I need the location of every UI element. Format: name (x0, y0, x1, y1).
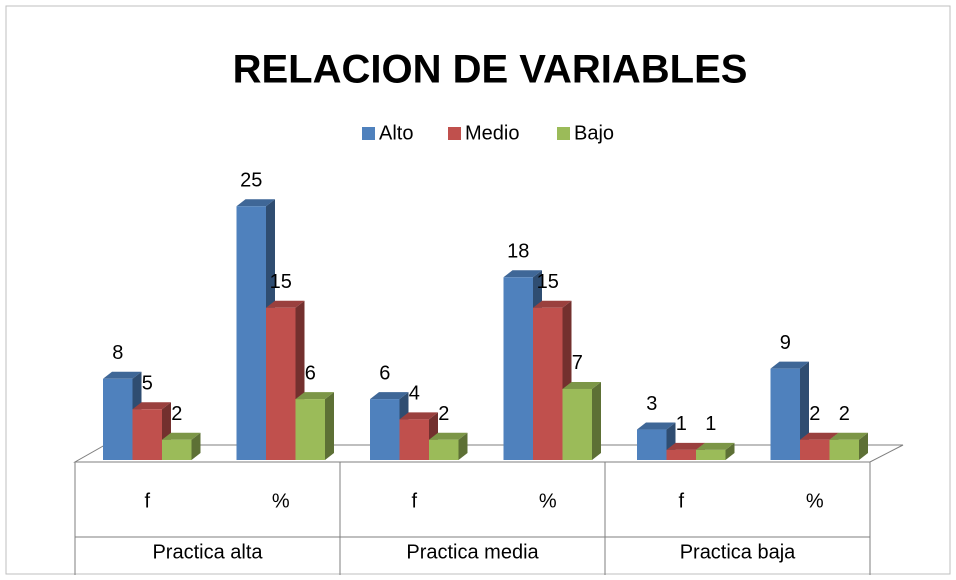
data-label: 9 (780, 332, 791, 354)
bar-top (266, 300, 305, 308)
bar (236, 206, 266, 460)
bar-side (325, 392, 334, 460)
bar (829, 439, 859, 460)
bar (370, 399, 400, 460)
legend-swatch (448, 127, 461, 140)
bar (533, 307, 563, 460)
bar (637, 429, 667, 460)
group-label: Practica baja (680, 541, 796, 563)
data-label: 25 (240, 170, 262, 192)
bar-side (191, 432, 201, 460)
legend-swatch (557, 127, 570, 140)
bar-top (503, 270, 542, 278)
bar (770, 368, 800, 460)
data-label: 1 (676, 413, 687, 435)
x-tick-label: % (806, 490, 824, 512)
bar-top (132, 402, 171, 410)
bar-top (829, 432, 868, 440)
data-label: 18 (507, 241, 529, 263)
bar (696, 449, 726, 460)
bar (666, 449, 696, 460)
bar (800, 439, 830, 460)
data-label: 15 (270, 271, 292, 293)
group-label: Practica alta (152, 541, 263, 563)
bar (162, 439, 192, 460)
data-label: 2 (809, 403, 820, 425)
bar-top (236, 199, 275, 207)
data-label: 15 (537, 271, 559, 293)
chart-title: RELACION DE VARIABLES (233, 48, 748, 92)
bar-side (458, 432, 468, 460)
data-label: 3 (646, 393, 657, 415)
bar-top (429, 432, 468, 440)
data-label: 2 (171, 403, 182, 425)
data-label: 8 (112, 342, 123, 364)
data-label: 6 (305, 362, 316, 384)
data-label: 2 (438, 403, 449, 425)
bar-top (370, 392, 409, 400)
bar-side (592, 381, 601, 460)
legend-swatch (362, 127, 375, 140)
data-label: 2 (839, 403, 850, 425)
data-label: 5 (142, 373, 153, 395)
bar-top (295, 392, 334, 400)
data-label: 7 (572, 352, 583, 374)
legend-label: Alto (379, 122, 413, 144)
data-label: 4 (409, 383, 420, 405)
legend-label: Bajo (574, 122, 614, 144)
bar (266, 307, 296, 460)
group-label: Practica media (406, 541, 539, 563)
x-tick-label: f (678, 490, 684, 512)
data-label: 6 (379, 362, 390, 384)
x-tick-label: f (144, 490, 150, 512)
bar-side (725, 442, 735, 460)
x-tick-label: f (411, 490, 417, 512)
bar-top (562, 381, 601, 389)
bar-top (399, 412, 438, 420)
legend-label: Medio (465, 122, 519, 144)
chart-border (5, 5, 951, 575)
bar-top (103, 371, 142, 379)
x-tick-label: % (539, 490, 557, 512)
bar-top (533, 300, 572, 308)
bar-top (770, 361, 809, 369)
bar-top (800, 432, 839, 440)
bar (295, 399, 325, 460)
x-tick-label: % (272, 490, 290, 512)
bar (503, 277, 533, 460)
bar (132, 409, 162, 460)
data-label: 1 (705, 413, 716, 435)
bar-top (637, 422, 676, 430)
bar (562, 388, 592, 460)
bar (103, 378, 133, 460)
bar (399, 419, 429, 460)
bar-top (696, 442, 735, 450)
bar-side (859, 432, 868, 460)
bar-top (666, 442, 705, 450)
bar (429, 439, 459, 460)
bar-top (162, 432, 201, 440)
